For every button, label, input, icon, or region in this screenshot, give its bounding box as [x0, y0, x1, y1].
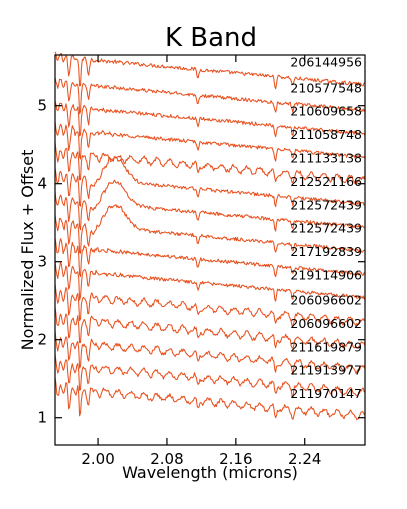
spectrum-label: 212572439: [290, 197, 362, 212]
spectrum-line: [54, 51, 366, 90]
spectrum-label: 211913977: [290, 363, 362, 378]
spectrum-label: 211619879: [290, 339, 362, 354]
spectrum-line: [54, 353, 366, 398]
x-axis-label: Wavelength (microns): [122, 463, 298, 482]
spectrum-label: 211058748: [290, 127, 362, 142]
spectrum-label: 211133138: [290, 151, 362, 166]
y-tick-label: 4: [37, 175, 47, 193]
spectrum-label: 210577548: [290, 80, 362, 95]
spectrum-label: 212521166: [290, 174, 362, 189]
spectrum-line: [54, 157, 366, 208]
spectrum-label: 217192839: [290, 244, 362, 259]
spectrum-line: [54, 261, 366, 302]
spectrum-line: [54, 238, 366, 278]
spectrum-label: 206144956: [290, 55, 362, 70]
spectrum-label: 210609658: [290, 104, 362, 119]
spectrum-line: [54, 283, 366, 327]
chart-title: K Band: [165, 23, 257, 53]
x-tick-label: 2.24: [288, 450, 321, 468]
y-tick-label: 2: [37, 331, 47, 349]
y-tick-label: 1: [37, 409, 47, 427]
y-tick-label: 3: [37, 253, 47, 271]
y-axis-ticks: 1 2 3 4 5: [37, 97, 365, 427]
spectrum-line: [54, 330, 366, 375]
spectrum-line: [54, 307, 366, 349]
spectrum-line: [54, 179, 366, 232]
spectrum-line: [54, 142, 366, 185]
spectrum-line: [54, 100, 366, 138]
x-tick-label: 2.00: [81, 450, 114, 468]
spectra-group: [54, 51, 366, 421]
x-axis-ticks: 2.00 2.08 2.16 2.24: [81, 55, 321, 468]
spectrum-line: [54, 377, 366, 421]
x-tick-label: 2.16: [219, 450, 252, 468]
spectrum-label: 212572439: [290, 221, 362, 236]
x-tick-label: 2.08: [150, 450, 183, 468]
spectrum-line: [54, 204, 366, 254]
y-tick-label: 5: [37, 97, 47, 115]
spectrum-label: 219114906: [290, 268, 362, 283]
spectrum-line: [54, 77, 366, 115]
spectrum-label: 206096602: [290, 293, 362, 308]
spectrum-line: [54, 121, 366, 162]
plot-frame: [54, 54, 366, 446]
spectrum-label: 206096602: [290, 316, 362, 331]
y-axis-label: Normalized Flux + Offset: [18, 150, 37, 351]
spectrum-label: 211970147: [290, 386, 362, 401]
spectrum-labels: 206144956 210577548 210609658 211058748 2111…: [290, 55, 362, 402]
